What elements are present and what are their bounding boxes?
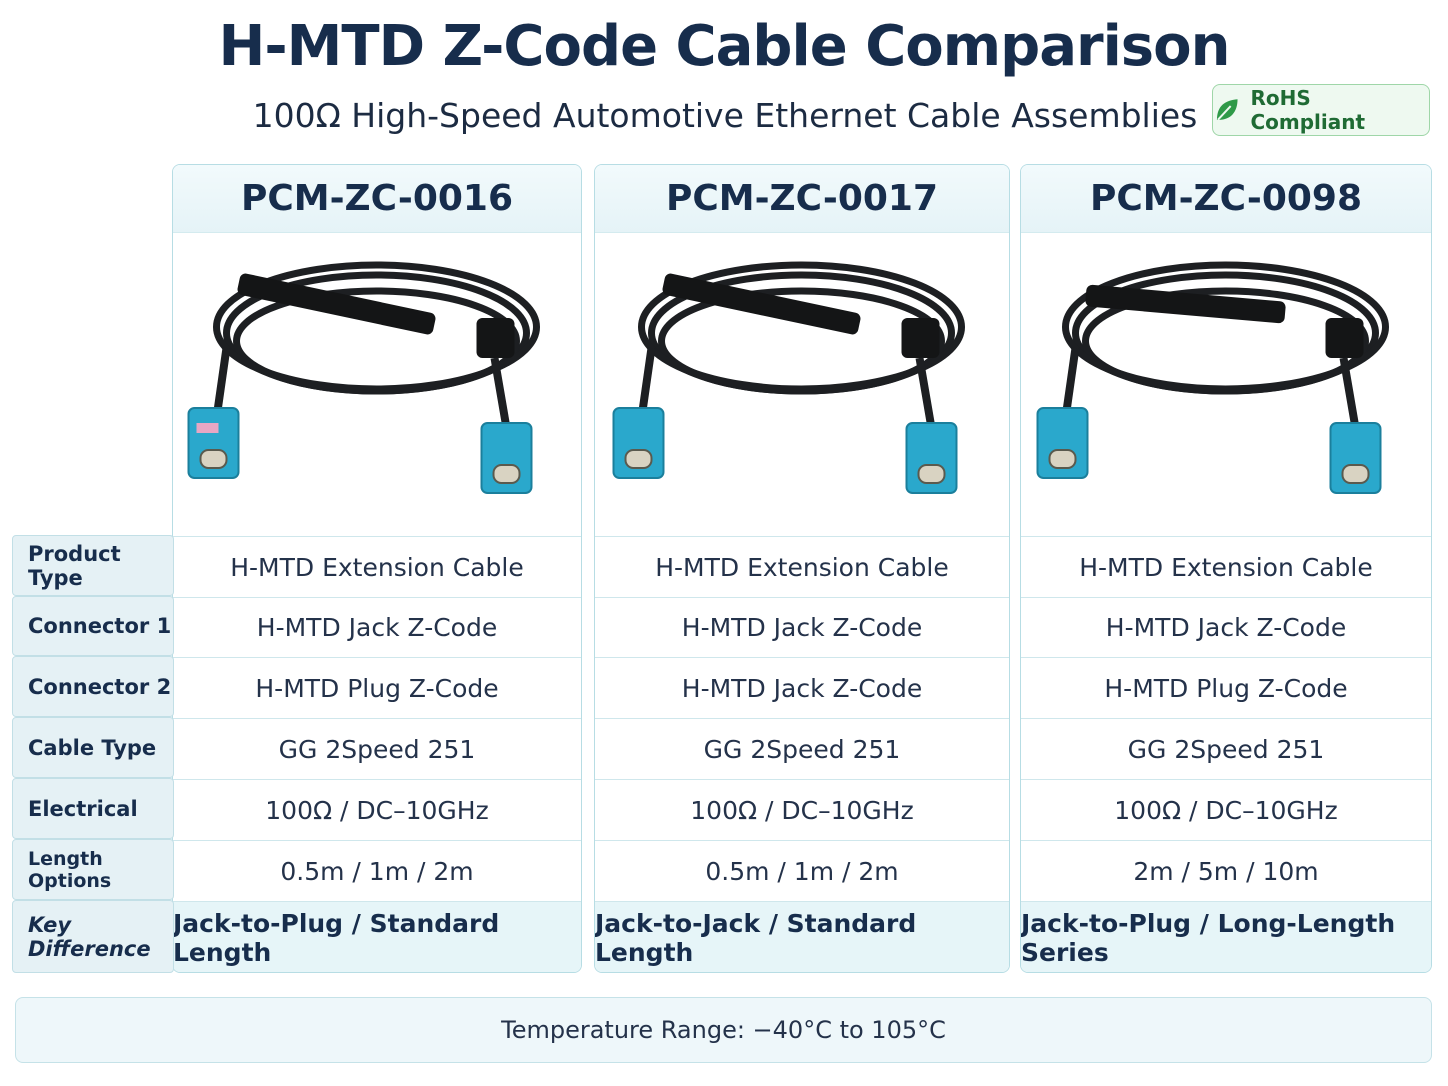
spec-cell: H-MTD Extension Cable bbox=[173, 536, 581, 597]
product-image bbox=[173, 233, 581, 536]
spec-cell: 100Ω / DC–10GHz bbox=[595, 779, 1009, 840]
row-label: Electrical bbox=[12, 778, 174, 839]
product-image bbox=[595, 233, 1009, 536]
footer: Temperature Range: −40°C to 105°C bbox=[15, 997, 1432, 1063]
spec-cell: 0.5m / 1m / 2m bbox=[595, 840, 1009, 901]
rohs-badge: RoHS Compliant bbox=[1212, 84, 1430, 136]
spec-cell: 2m / 5m / 10m bbox=[1021, 840, 1431, 901]
product-column: PCM-ZC-0017 H-MTD Extension Cable H-MTD Ja… bbox=[594, 164, 1010, 973]
row-label: Key Difference bbox=[12, 900, 174, 973]
row-label: Connector 2 bbox=[12, 656, 174, 717]
subtitle: 100Ω High-Speed Automotive Ethernet Cabl… bbox=[252, 96, 1198, 135]
row-label: Cable Type bbox=[12, 717, 174, 778]
spec-cell: GG 2Speed 251 bbox=[1021, 718, 1431, 779]
cable-photo bbox=[612, 261, 965, 494]
spec-cell: H-MTD Extension Cable bbox=[595, 536, 1009, 597]
title: H-MTD Z-Code Cable Comparison bbox=[218, 14, 1231, 79]
spec-cell: H-MTD Plug Z-Code bbox=[1021, 657, 1431, 718]
spec-cell: 100Ω / DC–10GHz bbox=[1021, 779, 1431, 840]
spec-cell: 0.5m / 1m / 2m bbox=[173, 840, 581, 901]
product-name: PCM-ZC-0016 bbox=[173, 165, 581, 233]
product-image bbox=[1021, 233, 1431, 536]
cable-photo bbox=[1036, 261, 1389, 494]
spec-cell: GG 2Speed 251 bbox=[595, 718, 1009, 779]
leaf-icon bbox=[1216, 99, 1238, 121]
key-difference-cell: Jack-to-Plug / Standard Length bbox=[173, 901, 581, 972]
row-label: Connector 1 bbox=[12, 596, 174, 656]
spec-cell: H-MTD Jack Z-Code bbox=[173, 597, 581, 657]
spec-cell: H-MTD Extension Cable bbox=[1021, 536, 1431, 597]
row-label: Product Type bbox=[12, 535, 174, 596]
cable-photo bbox=[187, 261, 540, 494]
spec-cell: 100Ω / DC–10GHz bbox=[173, 779, 581, 840]
product-name: PCM-ZC-0017 bbox=[595, 165, 1009, 233]
key-difference-cell: Jack-to-Jack / Standard Length bbox=[595, 901, 1009, 972]
row-label: Length Options bbox=[12, 839, 174, 900]
key-difference-cell: Jack-to-Plug / Long-Length Series bbox=[1021, 901, 1431, 972]
product-column: PCM-ZC-0098 H-MTD Extension Cable H-MTD Ja… bbox=[1020, 164, 1432, 973]
spec-cell: H-MTD Jack Z-Code bbox=[595, 657, 1009, 718]
badge-text: RoHS Compliant bbox=[1250, 86, 1366, 134]
spec-cell: H-MTD Jack Z-Code bbox=[1021, 597, 1431, 657]
spec-cell: H-MTD Plug Z-Code bbox=[173, 657, 581, 718]
spec-cell: GG 2Speed 251 bbox=[173, 718, 581, 779]
spec-cell: H-MTD Jack Z-Code bbox=[595, 597, 1009, 657]
product-column: PCM-ZC-0016 H-MTD Extension Cable H-MTD Ja… bbox=[172, 164, 582, 973]
product-name: PCM-ZC-0098 bbox=[1021, 165, 1431, 233]
